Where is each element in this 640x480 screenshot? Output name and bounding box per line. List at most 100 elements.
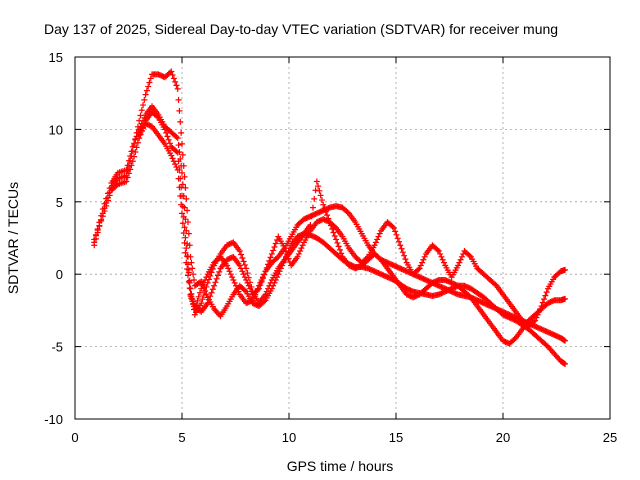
data-point — [272, 240, 279, 247]
data-point — [199, 282, 206, 289]
y-axis-label: SDTVAR / TECUs — [5, 182, 21, 294]
series-day-4 — [136, 120, 569, 330]
data-point — [562, 337, 569, 344]
data-point — [231, 279, 238, 286]
data-point — [541, 296, 548, 303]
data-point — [185, 269, 192, 276]
x-tick-label: 25 — [603, 430, 617, 445]
data-point — [106, 192, 113, 199]
data-point — [324, 212, 331, 219]
x-tick-label: 15 — [389, 430, 403, 445]
data-point — [170, 75, 177, 82]
data-point — [98, 217, 105, 224]
data-point — [416, 265, 423, 272]
data-point — [129, 158, 136, 165]
data-point — [238, 251, 245, 258]
data-point — [182, 234, 189, 241]
data-point — [133, 144, 140, 151]
data-point — [174, 85, 181, 92]
data-point — [96, 222, 103, 229]
data-point — [235, 288, 242, 295]
data-point — [147, 75, 154, 82]
data-point — [145, 83, 152, 90]
data-point — [174, 166, 181, 173]
data-point — [200, 292, 207, 299]
data-point — [205, 296, 212, 303]
data-point — [176, 107, 183, 114]
data-point — [268, 250, 275, 257]
axis-ticks: 0 5 10 15 20 25 -10 -5 0 5 10 15 — [44, 50, 617, 445]
data-point — [334, 239, 341, 246]
data-point — [183, 245, 190, 252]
data-point — [234, 285, 241, 292]
data-point — [244, 279, 251, 286]
data-point — [227, 271, 234, 278]
data-point — [205, 276, 212, 283]
data-point — [232, 282, 239, 289]
data-point — [184, 272, 191, 279]
data-point — [257, 282, 264, 289]
data-point — [266, 282, 273, 289]
data-point — [394, 235, 401, 242]
data-point — [311, 195, 318, 202]
data-point — [285, 255, 292, 262]
data-point — [318, 197, 325, 204]
data-point — [91, 236, 98, 243]
data-point — [284, 252, 291, 259]
data-point — [174, 135, 181, 142]
data-point — [190, 271, 197, 278]
data-point — [398, 245, 405, 252]
data-point — [316, 187, 323, 194]
data-point — [456, 259, 463, 266]
data-point — [214, 272, 221, 279]
data-point — [241, 261, 248, 268]
data-point — [104, 197, 111, 204]
data-point — [198, 300, 205, 307]
data-point — [243, 265, 250, 272]
data-point — [226, 268, 233, 275]
data-point — [534, 311, 541, 318]
data-point — [402, 256, 409, 263]
data-point — [533, 314, 540, 321]
data-point — [185, 278, 192, 285]
data-point — [390, 224, 397, 231]
data-point — [401, 252, 408, 259]
data-point — [188, 259, 195, 266]
data-point — [207, 293, 214, 300]
data-point — [173, 133, 180, 140]
data-point — [123, 178, 130, 185]
data-point — [181, 224, 188, 231]
data-point — [245, 282, 252, 289]
data-point — [395, 238, 402, 245]
data-point — [154, 113, 161, 120]
data-point — [538, 303, 545, 310]
data-point — [124, 174, 131, 181]
data-points — [91, 68, 569, 367]
data-point — [103, 202, 110, 209]
data-point — [371, 242, 378, 249]
data-point — [294, 253, 301, 260]
data-point — [537, 305, 544, 312]
data-point — [259, 275, 266, 282]
y-tick-label: 0 — [56, 267, 63, 282]
data-point — [421, 253, 428, 260]
data-point — [178, 201, 185, 208]
y-tick-label: 10 — [49, 122, 63, 137]
data-point — [420, 256, 427, 263]
data-point — [236, 248, 243, 255]
data-point — [309, 204, 316, 211]
data-point — [399, 249, 406, 256]
data-point — [184, 253, 191, 260]
data-point — [240, 271, 247, 278]
data-point — [263, 264, 270, 271]
x-tick-label: 20 — [496, 430, 510, 445]
data-point — [299, 242, 306, 249]
chart-title: Day 137 of 2025, Sidereal Day-to-day VTE… — [44, 21, 558, 37]
x-tick-label: 10 — [282, 430, 296, 445]
data-point — [208, 269, 215, 276]
data-point — [142, 91, 149, 98]
data-point — [241, 287, 248, 294]
data-point — [179, 140, 185, 147]
data-point — [419, 259, 426, 266]
data-point — [247, 285, 254, 292]
